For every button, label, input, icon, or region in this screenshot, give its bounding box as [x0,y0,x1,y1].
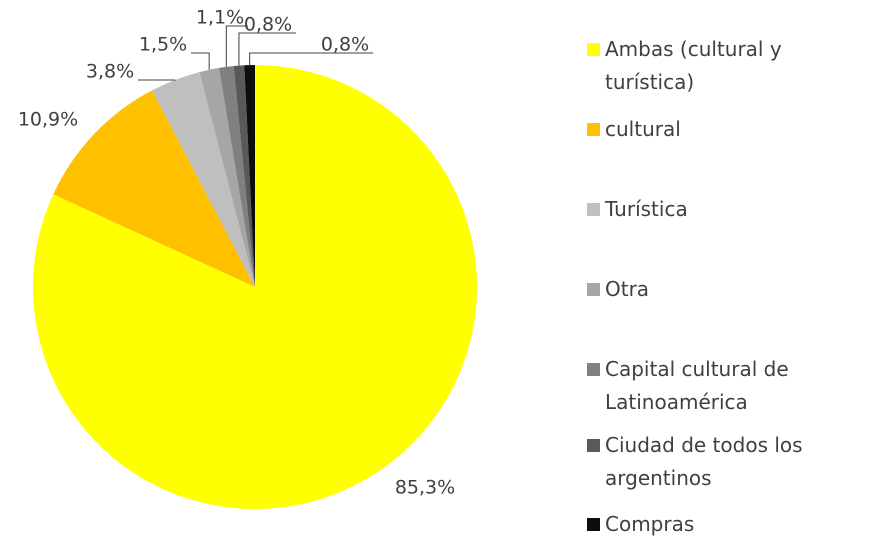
pie-slice [219,66,255,287]
legend-label: Ciudad de todos los argentinos [605,433,803,490]
pie-slice [199,67,255,287]
legend-swatch [587,43,600,56]
pie-slice [32,65,477,509]
legend-label: Compras [605,512,695,536]
legend-swatch [587,518,600,531]
legend-label: Turística [605,197,688,221]
legend-swatch [587,283,600,296]
legend-label: Capital cultural de Latinoamérica [605,357,789,414]
leader-line [249,52,373,66]
legend-swatch [587,439,600,452]
data-label: 3,8% [86,61,134,83]
data-label: 10,9% [18,109,78,131]
pie-slice [244,65,255,287]
pie-slice [233,65,255,287]
legend-item: Turística [587,193,857,226]
legend-item: Compras [587,508,857,537]
data-label: 1,1% [196,7,244,29]
pie-slice [53,90,256,288]
legend-item: Ambas (cultural y turística) [587,33,857,99]
leader-line [191,52,210,70]
legend-item: cultural [587,113,857,146]
legend-label: Otra [605,277,650,301]
legend-swatch [587,123,600,136]
data-label: 85,3% [395,477,455,499]
legend-item: Capital cultural de Latinoamérica [587,353,857,419]
legend-swatch [587,203,600,216]
data-label: 0,8% [244,14,292,36]
legend-label: cultural [605,117,681,141]
legend-label: Ambas (cultural y turística) [605,37,782,94]
legend-swatch [587,363,600,376]
legend-item: Otra [587,273,857,306]
pie-slice [152,72,255,287]
legend-item: Ciudad de todos los argentinos [587,429,857,495]
leader-line [225,25,248,67]
leader-line [238,32,296,66]
data-label: 0,8% [321,34,369,56]
data-label: 1,5% [139,34,187,56]
